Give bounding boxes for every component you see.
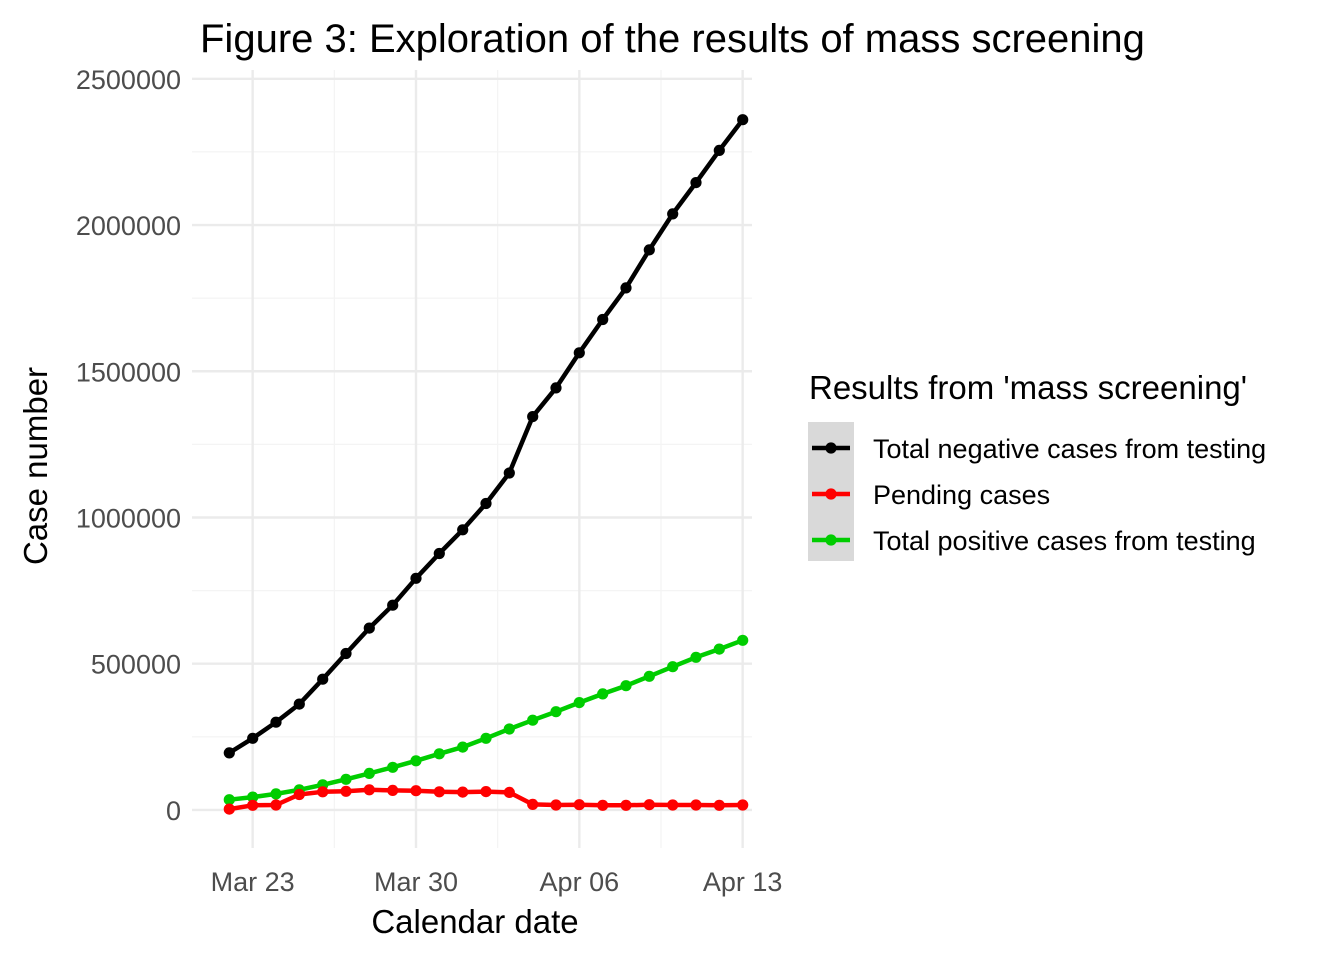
data-point-pending-cases [223,803,235,815]
chart-title: Figure 3: Exploration of the results of … [200,17,1145,61]
legend-key-point-total-negative-cases-from-testing [825,442,837,454]
x-axis-title: Calendar date [371,903,578,940]
y-axis-title: Case number [17,367,54,565]
legend: Results from 'mass screening' Total nega… [808,369,1266,561]
data-point-pending-cases [527,798,539,811]
data-point-total-negative-cases-from-testing [573,347,585,359]
y-tick-label: 2000000 [76,211,181,241]
y-tick-label: 2500000 [76,65,181,95]
data-point-total-negative-cases-from-testing [550,382,562,394]
data-point-total-negative-cases-from-testing [270,716,282,728]
data-point-total-positive-cases-from-testing [433,748,445,760]
data-point-pending-cases [573,799,585,811]
data-point-pending-cases [667,799,679,811]
data-point-total-positive-cases-from-testing [270,788,282,800]
data-point-total-positive-cases-from-testing [643,670,655,682]
data-point-total-negative-cases-from-testing [597,313,609,326]
x-axis-tick-labels: Mar 23 Mar 30 Apr 06 Apr 13 [211,867,783,897]
data-point-pending-cases [737,799,749,811]
data-point-total-negative-cases-from-testing [643,244,655,256]
y-tick-label: 1000000 [76,503,181,533]
data-point-total-negative-cases-from-testing [690,177,702,189]
data-point-pending-cases [340,785,352,797]
data-point-total-positive-cases-from-testing [713,643,725,655]
data-point-total-positive-cases-from-testing [387,761,399,773]
legend-title: Results from 'mass screening' [809,369,1247,406]
data-point-total-positive-cases-from-testing [223,794,235,806]
data-point-total-positive-cases-from-testing [737,634,749,646]
x-tick-label: Apr 13 [703,867,783,897]
data-point-total-positive-cases-from-testing [457,741,469,753]
data-point-pending-cases [550,799,562,811]
data-point-pending-cases [293,788,305,801]
data-point-total-negative-cases-from-testing [223,747,235,759]
legend-label-pending-cases: Pending cases [873,480,1050,510]
data-point-pending-cases [713,799,725,811]
data-point-total-negative-cases-from-testing [480,497,492,510]
data-point-pending-cases [690,799,702,811]
data-point-pending-cases [503,786,515,799]
data-point-total-negative-cases-from-testing [433,547,445,560]
data-point-total-negative-cases-from-testing [620,282,632,294]
series-line-total-negative-cases-from-testing [227,117,745,756]
series-lines [227,117,745,812]
legend-key-point-pending-cases [825,488,837,500]
data-point-pending-cases [387,784,399,797]
data-point-total-positive-cases-from-testing [410,755,422,767]
data-point-total-negative-cases-from-testing [340,647,352,660]
legend-label-total-positive-cases-from-testing: Total positive cases from testing [873,526,1256,556]
data-point-pending-cases [317,786,329,798]
grid [192,70,752,848]
data-point-total-negative-cases-from-testing [387,599,399,611]
x-tick-label: Apr 06 [540,867,620,897]
data-point-pending-cases [480,786,492,798]
data-point-total-positive-cases-from-testing [550,706,562,718]
legend-key-point-total-positive-cases-from-testing [825,534,837,546]
data-point-total-negative-cases-from-testing [247,732,259,744]
data-point-pending-cases [457,786,469,798]
data-point-total-negative-cases-from-testing [737,114,749,126]
data-point-pending-cases [270,799,282,811]
data-point-pending-cases [410,785,422,797]
data-point-pending-cases [620,799,632,811]
y-tick-label: 1500000 [76,357,181,387]
data-point-pending-cases [363,784,375,796]
data-point-total-negative-cases-from-testing [410,572,422,584]
data-point-total-negative-cases-from-testing [363,622,375,634]
data-point-total-negative-cases-from-testing [503,467,515,479]
data-point-pending-cases [643,799,655,811]
y-tick-label: 500000 [91,650,181,680]
data-point-pending-cases [247,799,259,811]
data-point-total-negative-cases-from-testing [527,411,539,423]
data-point-total-negative-cases-from-testing [713,144,725,156]
x-tick-label: Mar 23 [211,867,295,897]
y-axis-tick-labels: 0 500000 1000000 1500000 2000000 2500000 [76,65,181,826]
data-point-total-negative-cases-from-testing [667,208,679,220]
data-point-total-positive-cases-from-testing [573,697,585,709]
series-points [223,114,749,815]
data-point-total-positive-cases-from-testing [247,791,259,803]
data-point-total-negative-cases-from-testing [457,524,469,536]
legend-label-total-negative-cases-from-testing: Total negative cases from testing [873,434,1266,464]
data-point-total-positive-cases-from-testing [527,714,539,726]
data-point-total-positive-cases-from-testing [480,732,492,744]
data-point-total-negative-cases-from-testing [317,673,329,685]
data-point-pending-cases [433,786,445,798]
data-point-pending-cases [597,799,609,811]
legend-items: Total negative cases from testing Pending… [808,422,1266,561]
data-point-total-positive-cases-from-testing [620,680,632,692]
data-point-total-positive-cases-from-testing [667,661,679,673]
x-tick-label: Mar 30 [374,867,458,897]
data-point-total-negative-cases-from-testing [293,698,305,710]
data-point-total-positive-cases-from-testing [597,688,609,700]
data-point-total-positive-cases-from-testing [503,723,515,735]
data-point-total-positive-cases-from-testing [690,651,702,663]
data-point-total-positive-cases-from-testing [340,773,352,785]
data-point-total-positive-cases-from-testing [363,767,375,780]
y-tick-label: 0 [166,796,181,826]
